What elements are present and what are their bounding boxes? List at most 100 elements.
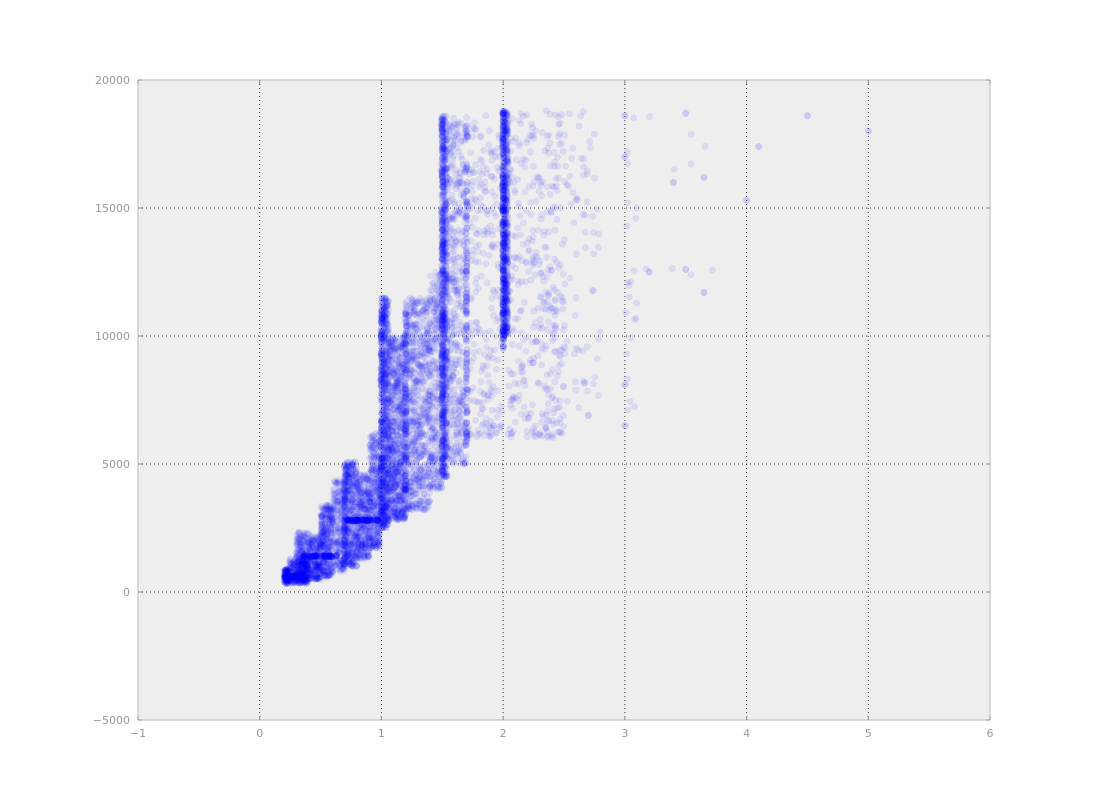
data-point	[388, 513, 396, 521]
data-point	[281, 572, 289, 580]
data-point	[301, 568, 309, 576]
data-point	[295, 565, 303, 573]
data-point	[319, 506, 327, 514]
data-point	[301, 567, 309, 575]
data-point	[347, 509, 355, 517]
data-point	[286, 563, 294, 571]
data-point	[297, 559, 305, 567]
data-point	[303, 575, 311, 583]
data-point	[282, 566, 290, 574]
data-point	[419, 427, 427, 435]
data-point	[426, 342, 434, 350]
data-point	[296, 567, 304, 575]
data-point	[289, 557, 297, 565]
data-point	[402, 300, 410, 308]
data-point	[296, 579, 304, 587]
data-point	[287, 555, 295, 563]
data-point	[387, 410, 395, 418]
data-point	[334, 506, 342, 514]
data-point	[414, 392, 422, 400]
data-point	[299, 559, 307, 567]
data-point	[292, 564, 300, 572]
data-point	[298, 561, 306, 569]
data-point	[370, 506, 378, 514]
data-point	[298, 574, 306, 582]
data-point	[291, 571, 299, 579]
data-point	[283, 575, 291, 583]
data-point	[428, 434, 436, 442]
data-point	[426, 482, 434, 490]
data-point	[284, 573, 292, 581]
data-point	[294, 564, 302, 572]
data-point	[299, 571, 307, 579]
data-point	[286, 555, 294, 563]
data-point	[304, 562, 312, 570]
data-point	[391, 374, 399, 382]
data-point	[300, 573, 308, 581]
data-point	[289, 572, 297, 580]
data-point	[291, 569, 299, 577]
data-point	[287, 568, 295, 576]
data-point	[390, 332, 398, 340]
data-point	[281, 572, 289, 580]
data-point	[300, 573, 308, 581]
data-point	[289, 577, 297, 585]
data-point	[285, 573, 293, 581]
data-point	[281, 577, 289, 585]
data-point	[289, 575, 297, 583]
data-point	[426, 321, 434, 329]
data-point	[282, 573, 290, 581]
data-point	[292, 570, 300, 578]
data-point	[323, 529, 331, 537]
data-point	[283, 579, 291, 587]
data-point	[284, 567, 292, 575]
data-point	[281, 567, 289, 575]
data-point	[299, 575, 307, 583]
data-point	[288, 560, 296, 568]
data-point	[302, 571, 310, 579]
data-point	[282, 575, 290, 583]
data-point	[284, 577, 292, 585]
data-point	[283, 570, 291, 578]
plot-background	[138, 80, 990, 720]
data-point	[297, 570, 305, 578]
data-point	[284, 565, 292, 573]
data-point	[285, 573, 293, 581]
data-point	[331, 492, 339, 500]
data-point	[429, 357, 437, 365]
data-point	[284, 567, 292, 575]
data-point	[386, 482, 394, 490]
data-point	[317, 517, 325, 525]
data-point	[304, 571, 312, 579]
data-point	[296, 563, 304, 571]
data-point	[302, 575, 310, 583]
data-point	[282, 568, 290, 576]
data-point	[288, 564, 296, 572]
data-point	[321, 571, 329, 579]
data-point	[283, 579, 291, 587]
data-point	[303, 578, 311, 586]
data-point	[285, 573, 293, 581]
data-point	[283, 574, 291, 582]
data-point	[417, 348, 425, 356]
data-point	[395, 442, 403, 450]
data-point	[292, 569, 300, 577]
data-point	[396, 353, 404, 361]
data-point	[283, 570, 291, 578]
data-point	[280, 578, 288, 586]
data-point	[283, 565, 291, 573]
data-point	[280, 574, 288, 582]
data-point	[281, 578, 289, 586]
data-point	[320, 539, 328, 547]
data-point	[298, 559, 306, 567]
data-point	[296, 558, 304, 566]
data-point	[281, 576, 289, 584]
data-point	[413, 489, 421, 497]
data-point	[409, 321, 417, 329]
data-point	[287, 576, 295, 584]
data-point	[304, 565, 312, 573]
data-point	[289, 579, 297, 587]
data-point	[297, 571, 305, 579]
data-point	[285, 574, 293, 582]
data-point	[292, 577, 300, 585]
